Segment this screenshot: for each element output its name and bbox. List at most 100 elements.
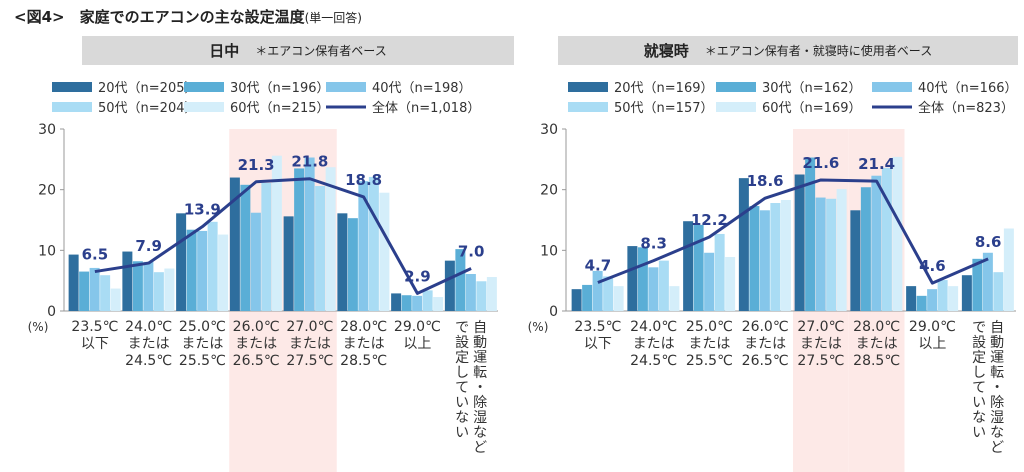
x-tick-label-char: て xyxy=(455,380,469,396)
bar xyxy=(961,275,972,311)
bar xyxy=(780,199,791,311)
bar xyxy=(982,252,993,311)
total-data-label: 4.6 xyxy=(919,257,946,275)
bar xyxy=(197,230,208,311)
bar xyxy=(122,251,133,311)
bar xyxy=(325,167,336,311)
x-tick-label-char: い xyxy=(455,395,469,411)
legend-swatch xyxy=(716,82,756,92)
bar xyxy=(693,224,704,311)
total-data-label: 21.3 xyxy=(238,156,275,174)
x-tick-label-char: て xyxy=(972,380,986,396)
legend-label: 20代（n=169） xyxy=(614,81,714,96)
bar xyxy=(153,272,164,311)
bar xyxy=(315,186,326,311)
bar xyxy=(627,246,638,311)
bar xyxy=(571,289,582,311)
x-tick-label: 29.0℃以上 xyxy=(394,319,441,352)
x-tick-label-char: な xyxy=(990,425,1004,441)
legend-label: 20代（n=205） xyxy=(98,81,198,96)
bar xyxy=(658,260,669,311)
bar xyxy=(164,268,175,311)
bar xyxy=(613,286,624,311)
bar xyxy=(250,212,261,311)
bar xyxy=(916,295,927,311)
bar xyxy=(337,213,348,311)
bar xyxy=(368,176,379,311)
bar xyxy=(738,178,749,311)
total-data-label: 4.7 xyxy=(585,256,612,274)
bar xyxy=(582,284,593,311)
bar xyxy=(294,168,305,311)
bar xyxy=(683,221,694,311)
chart-panel-bedtime: 就寝時 ＊エアコン保有者・就寝時に使用者ベース 20代（n=169） 30代（n=… xyxy=(512,0,1024,472)
bar xyxy=(927,289,938,311)
panel-subtitle-bedtime: ＊エアコン保有者・就寝時に使用者ベース xyxy=(704,44,933,58)
x-tick-label: 25.0℃または 25.5℃ xyxy=(686,319,733,369)
y-unit-label: (%) xyxy=(28,320,49,334)
x-tick-label-char: し xyxy=(455,365,469,381)
panel-subtitle-daytime: ＊エアコン保有者ベース xyxy=(255,44,387,58)
x-tick-label-char: い xyxy=(972,425,986,441)
bar xyxy=(176,213,187,311)
total-line xyxy=(597,178,989,285)
legend-label: 40代（n=166） xyxy=(918,81,1018,96)
y-tick-label: 20 xyxy=(38,183,56,199)
y-unit-label: (%) xyxy=(528,320,549,334)
x-tick-label-char: 転 xyxy=(990,365,1004,381)
x-tick-label-char: 転 xyxy=(473,365,487,381)
bar xyxy=(815,197,826,311)
bar xyxy=(486,277,497,311)
bar xyxy=(850,210,861,311)
x-tick-label-char: で xyxy=(972,320,986,336)
bar xyxy=(648,267,659,311)
legend-label: 60代（n=215） xyxy=(230,101,330,116)
bar xyxy=(218,234,229,311)
x-tick-label-char: 動 xyxy=(473,335,487,351)
x-tick-label: 24.0℃または 24.5℃ xyxy=(630,319,677,369)
legend-label: 40代（n=198） xyxy=(372,81,472,96)
total-data-label: 21.4 xyxy=(858,155,895,173)
x-tick-label: 27.0℃または 27.5℃ xyxy=(286,319,333,369)
bar xyxy=(240,184,251,311)
total-data-label: 8.3 xyxy=(640,235,667,253)
x-tick-label-char: で xyxy=(455,320,469,336)
x-tick-label: 28.0℃または 28.5℃ xyxy=(340,319,387,369)
bar xyxy=(271,155,282,311)
bar xyxy=(229,177,240,311)
total-data-label: 12.2 xyxy=(691,211,728,229)
bar xyxy=(948,286,959,311)
x-tick-label-char: 設 xyxy=(455,335,469,351)
legend-label: 全体（n=1,018） xyxy=(372,100,480,116)
x-tick-label-char: ・ xyxy=(990,380,1004,396)
total-data-label: 21.8 xyxy=(291,153,328,171)
x-tick-label-char: な xyxy=(473,425,487,441)
legend-swatch xyxy=(184,82,224,92)
legend-label: 全体（n=823） xyxy=(918,100,1014,116)
x-tick-label-char: な xyxy=(972,410,986,426)
x-tick-label-char: 除 xyxy=(990,395,1004,411)
bar xyxy=(283,216,294,311)
y-tick-label: 30 xyxy=(540,122,558,138)
y-tick-label: 0 xyxy=(47,304,56,320)
bar xyxy=(906,286,917,311)
panel-title-daytime: 日中 xyxy=(209,42,240,60)
x-tick-label-char: し xyxy=(972,365,986,381)
bar xyxy=(972,258,983,311)
total-data-label: 6.5 xyxy=(82,246,109,264)
bar xyxy=(592,270,603,311)
x-tick-label: 28.0℃または 28.5℃ xyxy=(853,319,900,369)
bar xyxy=(132,261,143,311)
x-tick-label-char: 除 xyxy=(473,395,487,411)
y-tick-label: 20 xyxy=(540,183,558,199)
bar xyxy=(89,267,100,311)
x-tick-label: 29.0℃以上 xyxy=(909,319,956,352)
x-tick-label-char: 定 xyxy=(972,350,986,366)
bar xyxy=(100,275,111,311)
chart-svg-daytime: 20代（n=205） 30代（n=196） 40代（n=198） 50代（n=204）… xyxy=(28,81,498,472)
total-data-label: 18.6 xyxy=(747,172,784,190)
panel-title-bedtime: 就寝時 xyxy=(643,42,689,60)
bar xyxy=(725,257,736,311)
x-tick-label-char: 定 xyxy=(455,350,469,366)
bar xyxy=(704,252,715,311)
